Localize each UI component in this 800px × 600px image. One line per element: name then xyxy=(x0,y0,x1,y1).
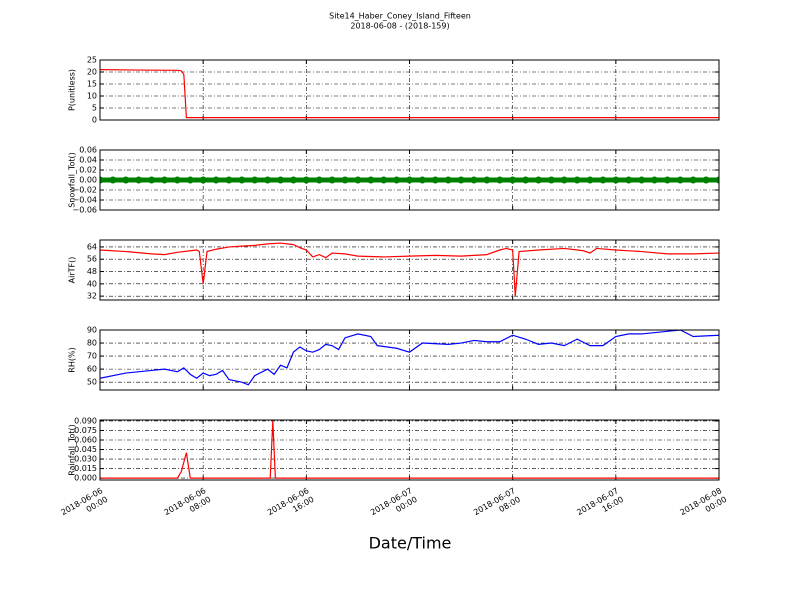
y-tick-label: 90 xyxy=(87,326,97,335)
y-tick-label: 0.02 xyxy=(79,166,97,175)
y-tick-label: 0.075 xyxy=(74,426,97,435)
y-tick-label: 40 xyxy=(87,279,97,288)
y-tick-label: −0.06 xyxy=(72,206,97,215)
y-tick-label: 0 xyxy=(92,116,97,125)
y-tick-label: 0.06 xyxy=(79,146,97,155)
y-tick-label: 56 xyxy=(87,255,97,264)
y-axis-label: AirTF() xyxy=(68,257,77,284)
y-tick-label: 64 xyxy=(87,242,97,251)
y-tick-label: 32 xyxy=(87,292,97,301)
y-tick-label: 0.045 xyxy=(74,445,97,454)
y-axis-label: P(unitless) xyxy=(68,69,77,111)
data-line xyxy=(100,242,719,297)
axes-frame xyxy=(99,149,720,211)
y-tick-label: 20 xyxy=(87,68,97,77)
y-tick-label: 10 xyxy=(87,92,97,101)
y-axis-label: RH(%) xyxy=(68,347,77,372)
axes-frame xyxy=(99,59,720,121)
plot-area xyxy=(100,69,719,119)
y-tick-label: 0.04 xyxy=(79,156,97,165)
y-tick-label: 0.030 xyxy=(74,455,97,464)
y-tick-label: 5 xyxy=(92,104,97,113)
y-tick-label: 0.060 xyxy=(74,436,97,445)
y-tick-label: 60 xyxy=(87,365,97,374)
subtitle: 2018-06-08 - (2018-159) xyxy=(350,22,449,31)
y-tick-label: 70 xyxy=(87,352,97,361)
axes-frame xyxy=(99,239,720,301)
y-tick-label: 50 xyxy=(87,378,97,387)
axes-frame xyxy=(99,419,720,481)
y-tick-label: 15 xyxy=(87,80,97,89)
y-axis-label: Snowfall_Tot() xyxy=(68,152,77,208)
plot-area xyxy=(100,330,719,386)
plot-area xyxy=(100,420,719,479)
y-tick-label: 48 xyxy=(87,267,97,276)
y-tick-label: −0.04 xyxy=(72,196,97,205)
data-line xyxy=(100,69,719,119)
marker-band xyxy=(100,177,719,183)
y-tick-label: 0.015 xyxy=(74,464,97,473)
axes-frame xyxy=(99,329,720,391)
title: Site14_Haber_Coney_Island_Fifteen xyxy=(329,12,471,21)
y-tick-label: 0.090 xyxy=(74,416,97,425)
y-tick-label: −0.02 xyxy=(72,186,97,195)
y-tick-label: 0.00 xyxy=(79,176,97,185)
data-line xyxy=(100,420,719,479)
plot-area xyxy=(100,176,719,184)
x-axis-label: Date/Time xyxy=(369,534,452,553)
y-tick-label: 80 xyxy=(87,339,97,348)
plot-area xyxy=(100,242,719,297)
y-tick-label: 25 xyxy=(87,56,97,65)
y-axis-label: Rainfall_Tot() xyxy=(68,424,77,476)
data-line xyxy=(100,330,719,386)
y-tick-label: 0.000 xyxy=(74,474,97,483)
